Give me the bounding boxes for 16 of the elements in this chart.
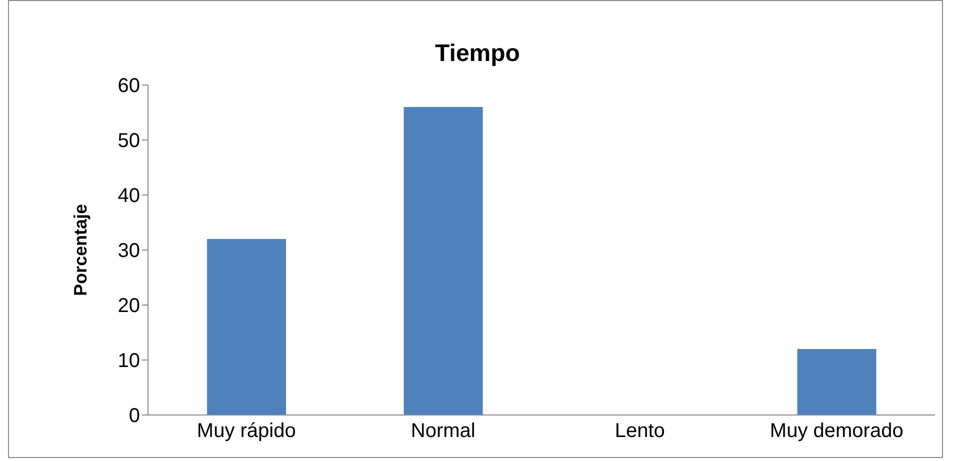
x-tick-label: Normal: [410, 420, 476, 442]
y-tick-label: 50: [118, 130, 140, 152]
chart-title: Tiempo: [434, 40, 521, 68]
y-tick-label: 60: [118, 75, 140, 98]
x-tick-label: Lento: [614, 420, 665, 442]
y-tick-label: 0: [128, 405, 140, 428]
y-tick-label: 30: [118, 240, 140, 262]
y-tick-label: 10: [118, 350, 140, 372]
bar: [207, 239, 286, 415]
bar: [404, 107, 483, 415]
y-tick-label: 40: [118, 185, 140, 208]
y-tick-label: 20: [118, 295, 140, 318]
bar: [797, 349, 876, 415]
x-tick-label: Muy demorado: [770, 420, 904, 442]
y-axis-title: Porcentaje: [70, 204, 90, 296]
x-tick-label: Muy rápido: [196, 420, 296, 442]
